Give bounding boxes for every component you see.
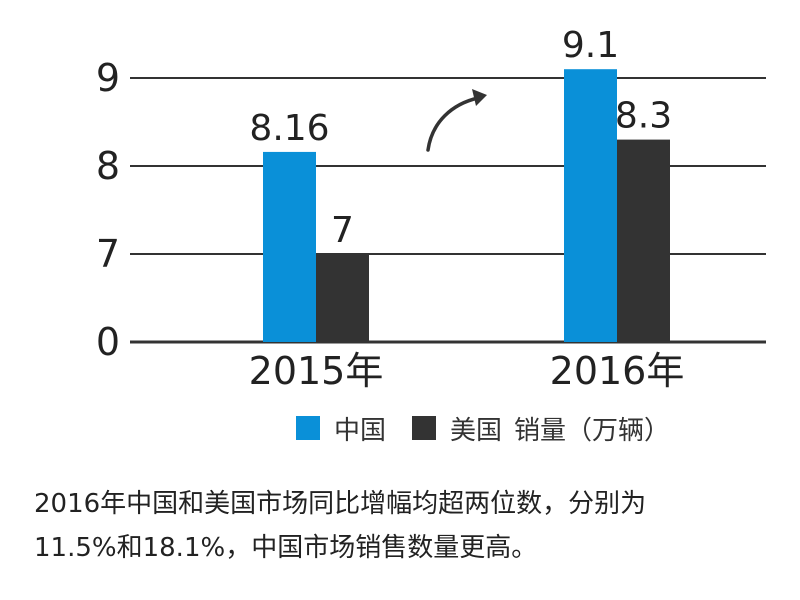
x-axis-categories: 2015年 2016年 xyxy=(249,349,685,393)
legend-swatch-usa xyxy=(412,416,437,440)
legend-swatch-china xyxy=(296,416,320,440)
caption: 2016年中国和美国市场同比增幅均超两位数，分别为 11.5%和18.1%，中国… xyxy=(34,482,774,570)
data-label: 7 xyxy=(331,210,354,251)
legend-item-usa: 美国 销量（万辆） xyxy=(412,410,670,447)
x-category-label: 2016年 xyxy=(550,349,685,393)
bar-美国-2015年 xyxy=(316,254,369,342)
x-category-label: 2015年 xyxy=(249,349,384,393)
chart-legend: 中国 美国 销量（万辆） xyxy=(296,410,696,446)
data-label: 8.3 xyxy=(615,96,672,137)
bar-美国-2016年 xyxy=(617,139,670,342)
caption-line-1: 2016年中国和美国市场同比增幅均超两位数，分别为 xyxy=(34,489,647,519)
bar-中国-2016年 xyxy=(564,69,617,342)
trend-arrow-icon xyxy=(426,96,480,152)
data-label: 8.16 xyxy=(249,108,329,149)
bar-chart: 0 7 8 9 8.16 7 9.1 8.3 2015年 2016年 xyxy=(96,25,766,393)
legend-unit-label: 销量（万辆） xyxy=(514,415,671,446)
y-tick-label: 9 xyxy=(96,56,120,100)
legend-label-china: 中国 xyxy=(334,415,387,446)
bar-中国-2015年 xyxy=(263,151,316,342)
y-tick-label: 8 xyxy=(96,144,120,188)
legend-label-usa: 美国 xyxy=(450,415,503,446)
y-axis-ticks: 0 7 8 9 xyxy=(96,56,120,364)
data-labels: 8.16 7 9.1 8.3 xyxy=(249,25,672,251)
y-tick-label: 0 xyxy=(96,320,120,364)
caption-line-2: 11.5%和18.1%，中国市场销售数量更高。 xyxy=(34,533,538,563)
trend-arrow-head-icon xyxy=(472,89,487,106)
bars xyxy=(263,69,670,342)
y-tick-label: 7 xyxy=(96,232,120,276)
legend-item-china: 中国 xyxy=(296,410,386,447)
data-label: 9.1 xyxy=(562,25,619,66)
